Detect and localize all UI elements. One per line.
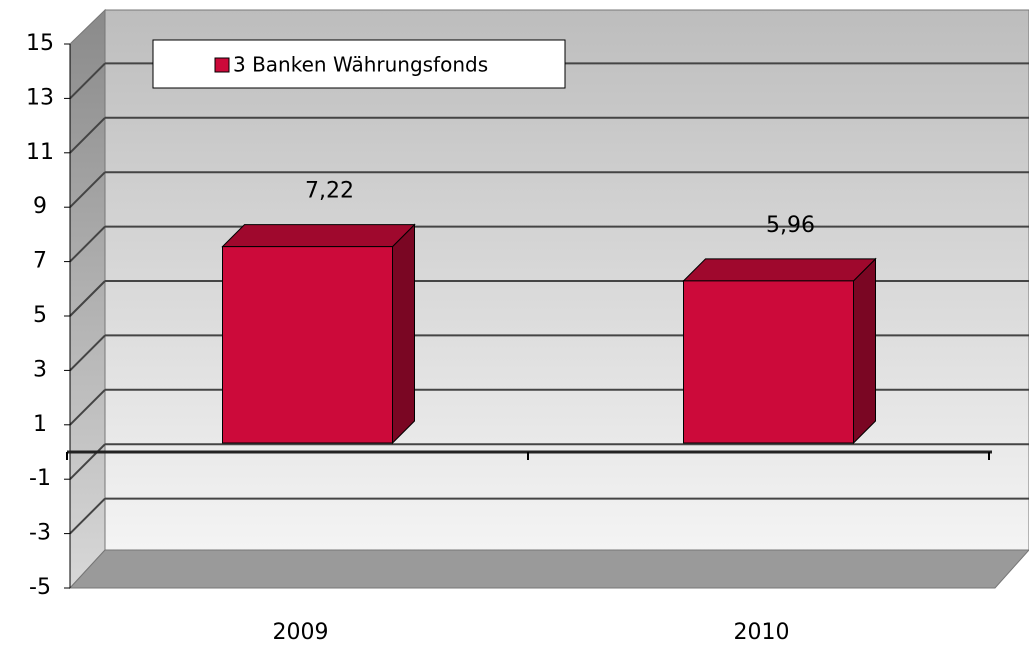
- y-tick-label: 3: [33, 357, 47, 382]
- y-tick-label: 11: [26, 140, 54, 165]
- y-tick-label: 13: [26, 85, 54, 110]
- y-tick-label: 9: [33, 194, 47, 219]
- bar: [222, 246, 393, 444]
- side-grid-line: [69, 117, 106, 154]
- side-grid-line: [69, 389, 106, 426]
- y-tick-label: -3: [29, 521, 51, 546]
- side-grid-line: [69, 280, 106, 317]
- legend: 3 Banken Währungsfonds: [152, 39, 566, 89]
- data-label: 5,96: [766, 213, 815, 238]
- bar-top: [682, 258, 877, 282]
- data-label: 7,22: [305, 179, 354, 204]
- side-grid-line: [69, 225, 106, 263]
- side-grid-line: [69, 443, 106, 480]
- bar-side: [392, 223, 415, 445]
- y-tick-label: 1: [33, 412, 47, 437]
- bar: [683, 280, 854, 444]
- y-tick-label: 15: [26, 31, 54, 56]
- y-tick-label: -1: [29, 466, 51, 491]
- bar-side: [853, 257, 876, 445]
- floor: [68, 549, 1029, 589]
- y-tick-label: 5: [33, 303, 47, 328]
- y-tick-label: 7: [33, 249, 47, 274]
- side-grid-line: [69, 334, 106, 372]
- side-grid-line: [69, 497, 106, 535]
- legend-label: 3 Banken Währungsfonds: [233, 53, 488, 77]
- side-grid-line: [69, 62, 106, 100]
- side-grid-line: [69, 171, 106, 208]
- x-tick-label: 2009: [273, 620, 329, 645]
- y-tick-label: -5: [29, 575, 51, 600]
- x-tick-label: 2010: [734, 620, 790, 645]
- legend-swatch: [214, 57, 230, 73]
- bar-top: [221, 224, 416, 248]
